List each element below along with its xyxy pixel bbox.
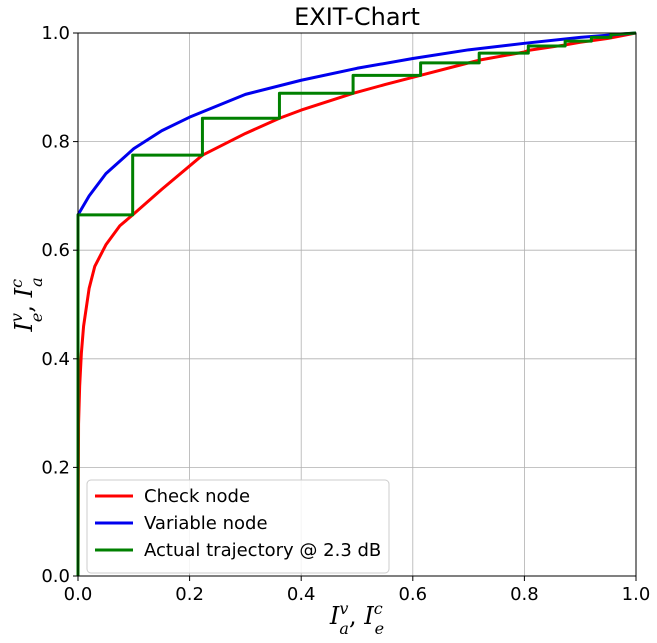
x-label-main-2: I bbox=[363, 602, 374, 630]
x-tick-label: 1.0 bbox=[622, 584, 651, 605]
x-tick-label: 0.8 bbox=[510, 584, 539, 605]
y-tick-label: 0.0 bbox=[41, 566, 70, 587]
legend-label-3: Actual trajectory @ 2.3 dB bbox=[144, 540, 381, 561]
x-axis-label: Iv a, Ic e bbox=[329, 599, 384, 638]
axis-ticks: 0.0 0.2 0.4 0.6 0.8 1.0 0.0 0.2 0.4 0.6 0.8 1.0 bbox=[41, 23, 650, 605]
x-label-sub-2: e bbox=[375, 619, 384, 638]
y-label-sub-2: a bbox=[27, 277, 46, 287]
x-label-sep: , bbox=[349, 602, 364, 630]
series-line-3 bbox=[76, 31, 637, 576]
y-tick-label: 0.4 bbox=[41, 349, 70, 370]
plot-series bbox=[76, 31, 637, 577]
x-label-main-1: I bbox=[329, 602, 340, 630]
legend-box bbox=[86, 479, 390, 574]
x-label-sup-1: v bbox=[339, 599, 348, 618]
chart-title: EXIT-Chart bbox=[294, 3, 420, 31]
x-tick-label: 0.4 bbox=[287, 584, 316, 605]
x-tick-label: 0.2 bbox=[175, 584, 204, 605]
y-axis-label: Ive, Ica bbox=[7, 277, 46, 332]
x-label-sup-2: c bbox=[374, 599, 383, 618]
legend-label-1: Check node bbox=[144, 486, 250, 507]
plot-frame bbox=[77, 32, 637, 577]
y-label-sub-1: e bbox=[27, 313, 46, 322]
x-tick-label: 0.0 bbox=[64, 584, 93, 605]
y-tick-label: 1.0 bbox=[41, 23, 70, 44]
y-label-main-2: I bbox=[10, 287, 38, 298]
y-tick-label: 0.2 bbox=[41, 457, 70, 478]
y-tick-label: 0.6 bbox=[41, 240, 70, 261]
y-label-sep: , bbox=[10, 297, 38, 312]
grid-lines bbox=[77, 32, 637, 577]
y-label-sup-1: v bbox=[7, 313, 26, 322]
y-tick-label: 0.8 bbox=[41, 132, 70, 153]
series-line-2 bbox=[76, 31, 637, 216]
x-label-sub-1: a bbox=[339, 619, 349, 638]
legend: Check node Variable node Actual trajectory… bbox=[86, 479, 390, 574]
x-tick-label: 0.6 bbox=[398, 584, 427, 605]
legend-label-2: Variable node bbox=[144, 513, 268, 534]
y-label-main-1: I bbox=[10, 322, 38, 333]
y-label-sup-2: c bbox=[7, 279, 26, 288]
